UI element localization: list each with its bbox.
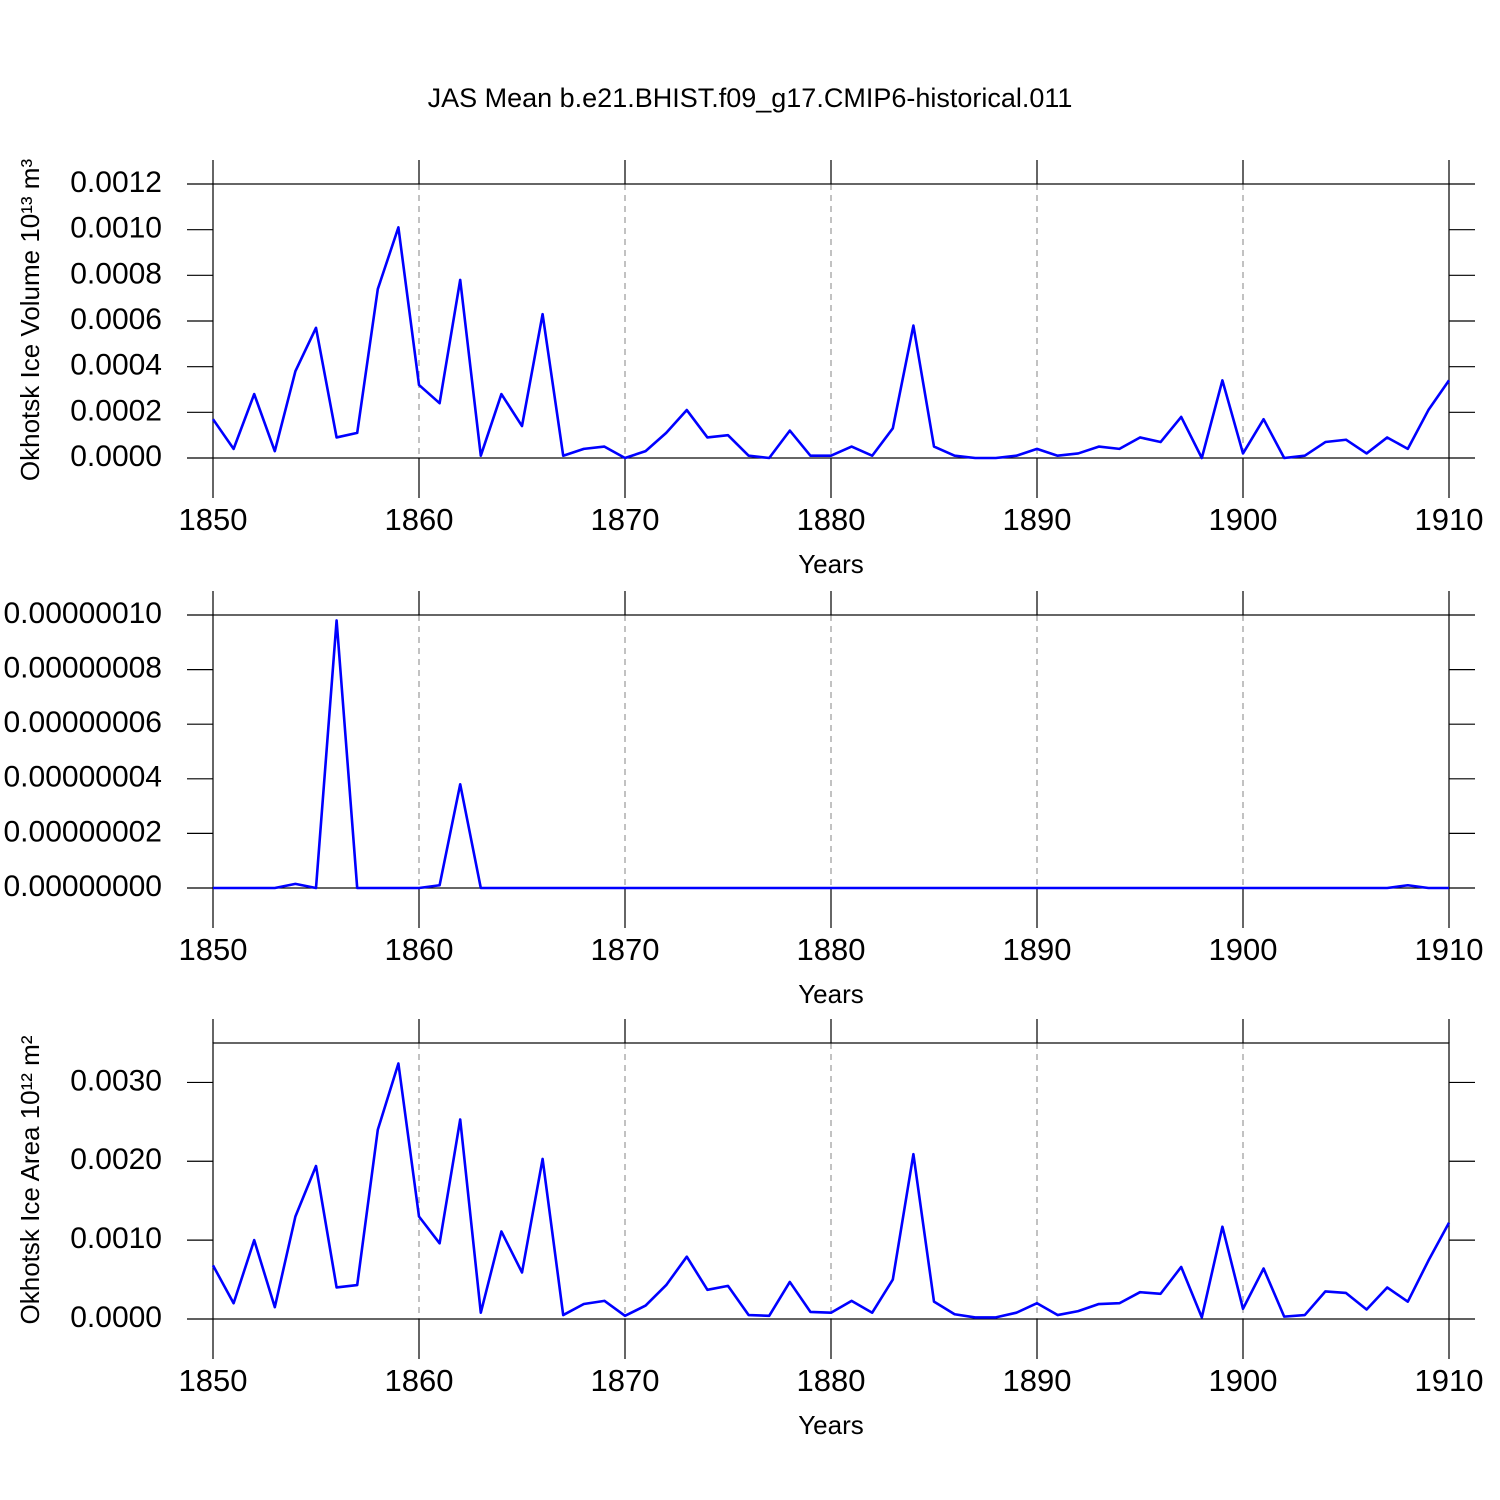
x-tick-label: 1900	[1209, 502, 1278, 537]
x-tick-label: 1860	[385, 502, 454, 537]
x-tick-label: 1880	[797, 932, 866, 967]
x-tick-label: 1890	[1003, 932, 1072, 967]
y-axis-label: Okhotsk Ice Volume 10¹³ m³	[15, 159, 45, 482]
x-tick-label: 1890	[1003, 1363, 1072, 1398]
y-tick-label: 0.00000010	[4, 597, 163, 630]
x-axis-label: Years	[798, 549, 864, 579]
chart-title: JAS Mean b.e21.BHIST.f09_g17.CMIP6-histo…	[428, 83, 1073, 113]
x-tick-label: 1870	[591, 1363, 660, 1398]
y-tick-label: 0.0002	[70, 394, 162, 427]
y-tick-label: 0.00000004	[4, 761, 163, 794]
y-tick-label: 0.0008	[70, 257, 162, 290]
x-tick-label: 1850	[179, 1363, 248, 1398]
y-tick-label: 0.00000002	[4, 815, 163, 848]
data-line	[213, 619, 1449, 890]
y-tick-label: 0.0000	[70, 440, 162, 473]
plot-frame	[212, 1042, 1450, 1320]
x-tick-label: 1860	[385, 932, 454, 967]
x-tick-label: 1880	[797, 502, 866, 537]
x-tick-label: 1900	[1209, 1363, 1278, 1398]
y-tick-label: 0.00000008	[4, 652, 163, 685]
y-tick-label: 0.0010	[70, 1222, 162, 1255]
y-tick-label: 0.0010	[70, 212, 162, 245]
x-tick-label: 1910	[1415, 932, 1484, 967]
x-tick-label: 1890	[1003, 502, 1072, 537]
x-axis-label: Years	[798, 1410, 864, 1440]
x-tick-label: 1860	[385, 1363, 454, 1398]
plot-frame	[212, 183, 1450, 459]
data-line	[211, 1062, 1451, 1319]
x-tick-label: 1880	[797, 1363, 866, 1398]
x-tick-label: 1910	[1415, 1363, 1484, 1398]
x-axis-label: Years	[798, 979, 864, 1009]
y-tick-label: 0.0000	[70, 1301, 162, 1334]
y-tick-label: 0.0004	[70, 349, 162, 382]
x-tick-label: 1870	[591, 502, 660, 537]
x-tick-label: 1910	[1415, 502, 1484, 537]
data-line	[211, 226, 1451, 460]
x-tick-label: 1900	[1209, 932, 1278, 967]
x-tick-label: 1850	[179, 502, 248, 537]
y-axis-label: Okhotsk Ice Area 10¹² m²	[15, 1035, 45, 1324]
x-tick-label: 1850	[179, 932, 248, 967]
x-tick-label: 1870	[591, 932, 660, 967]
y-tick-label: 0.0030	[70, 1064, 162, 1097]
y-tick-label: 0.00000000	[4, 870, 163, 903]
y-tick-label: 0.0006	[70, 303, 162, 336]
y-tick-label: 0.00000006	[4, 706, 163, 739]
y-tick-label: 0.0012	[70, 166, 162, 199]
y-tick-label: 0.0020	[70, 1143, 162, 1176]
